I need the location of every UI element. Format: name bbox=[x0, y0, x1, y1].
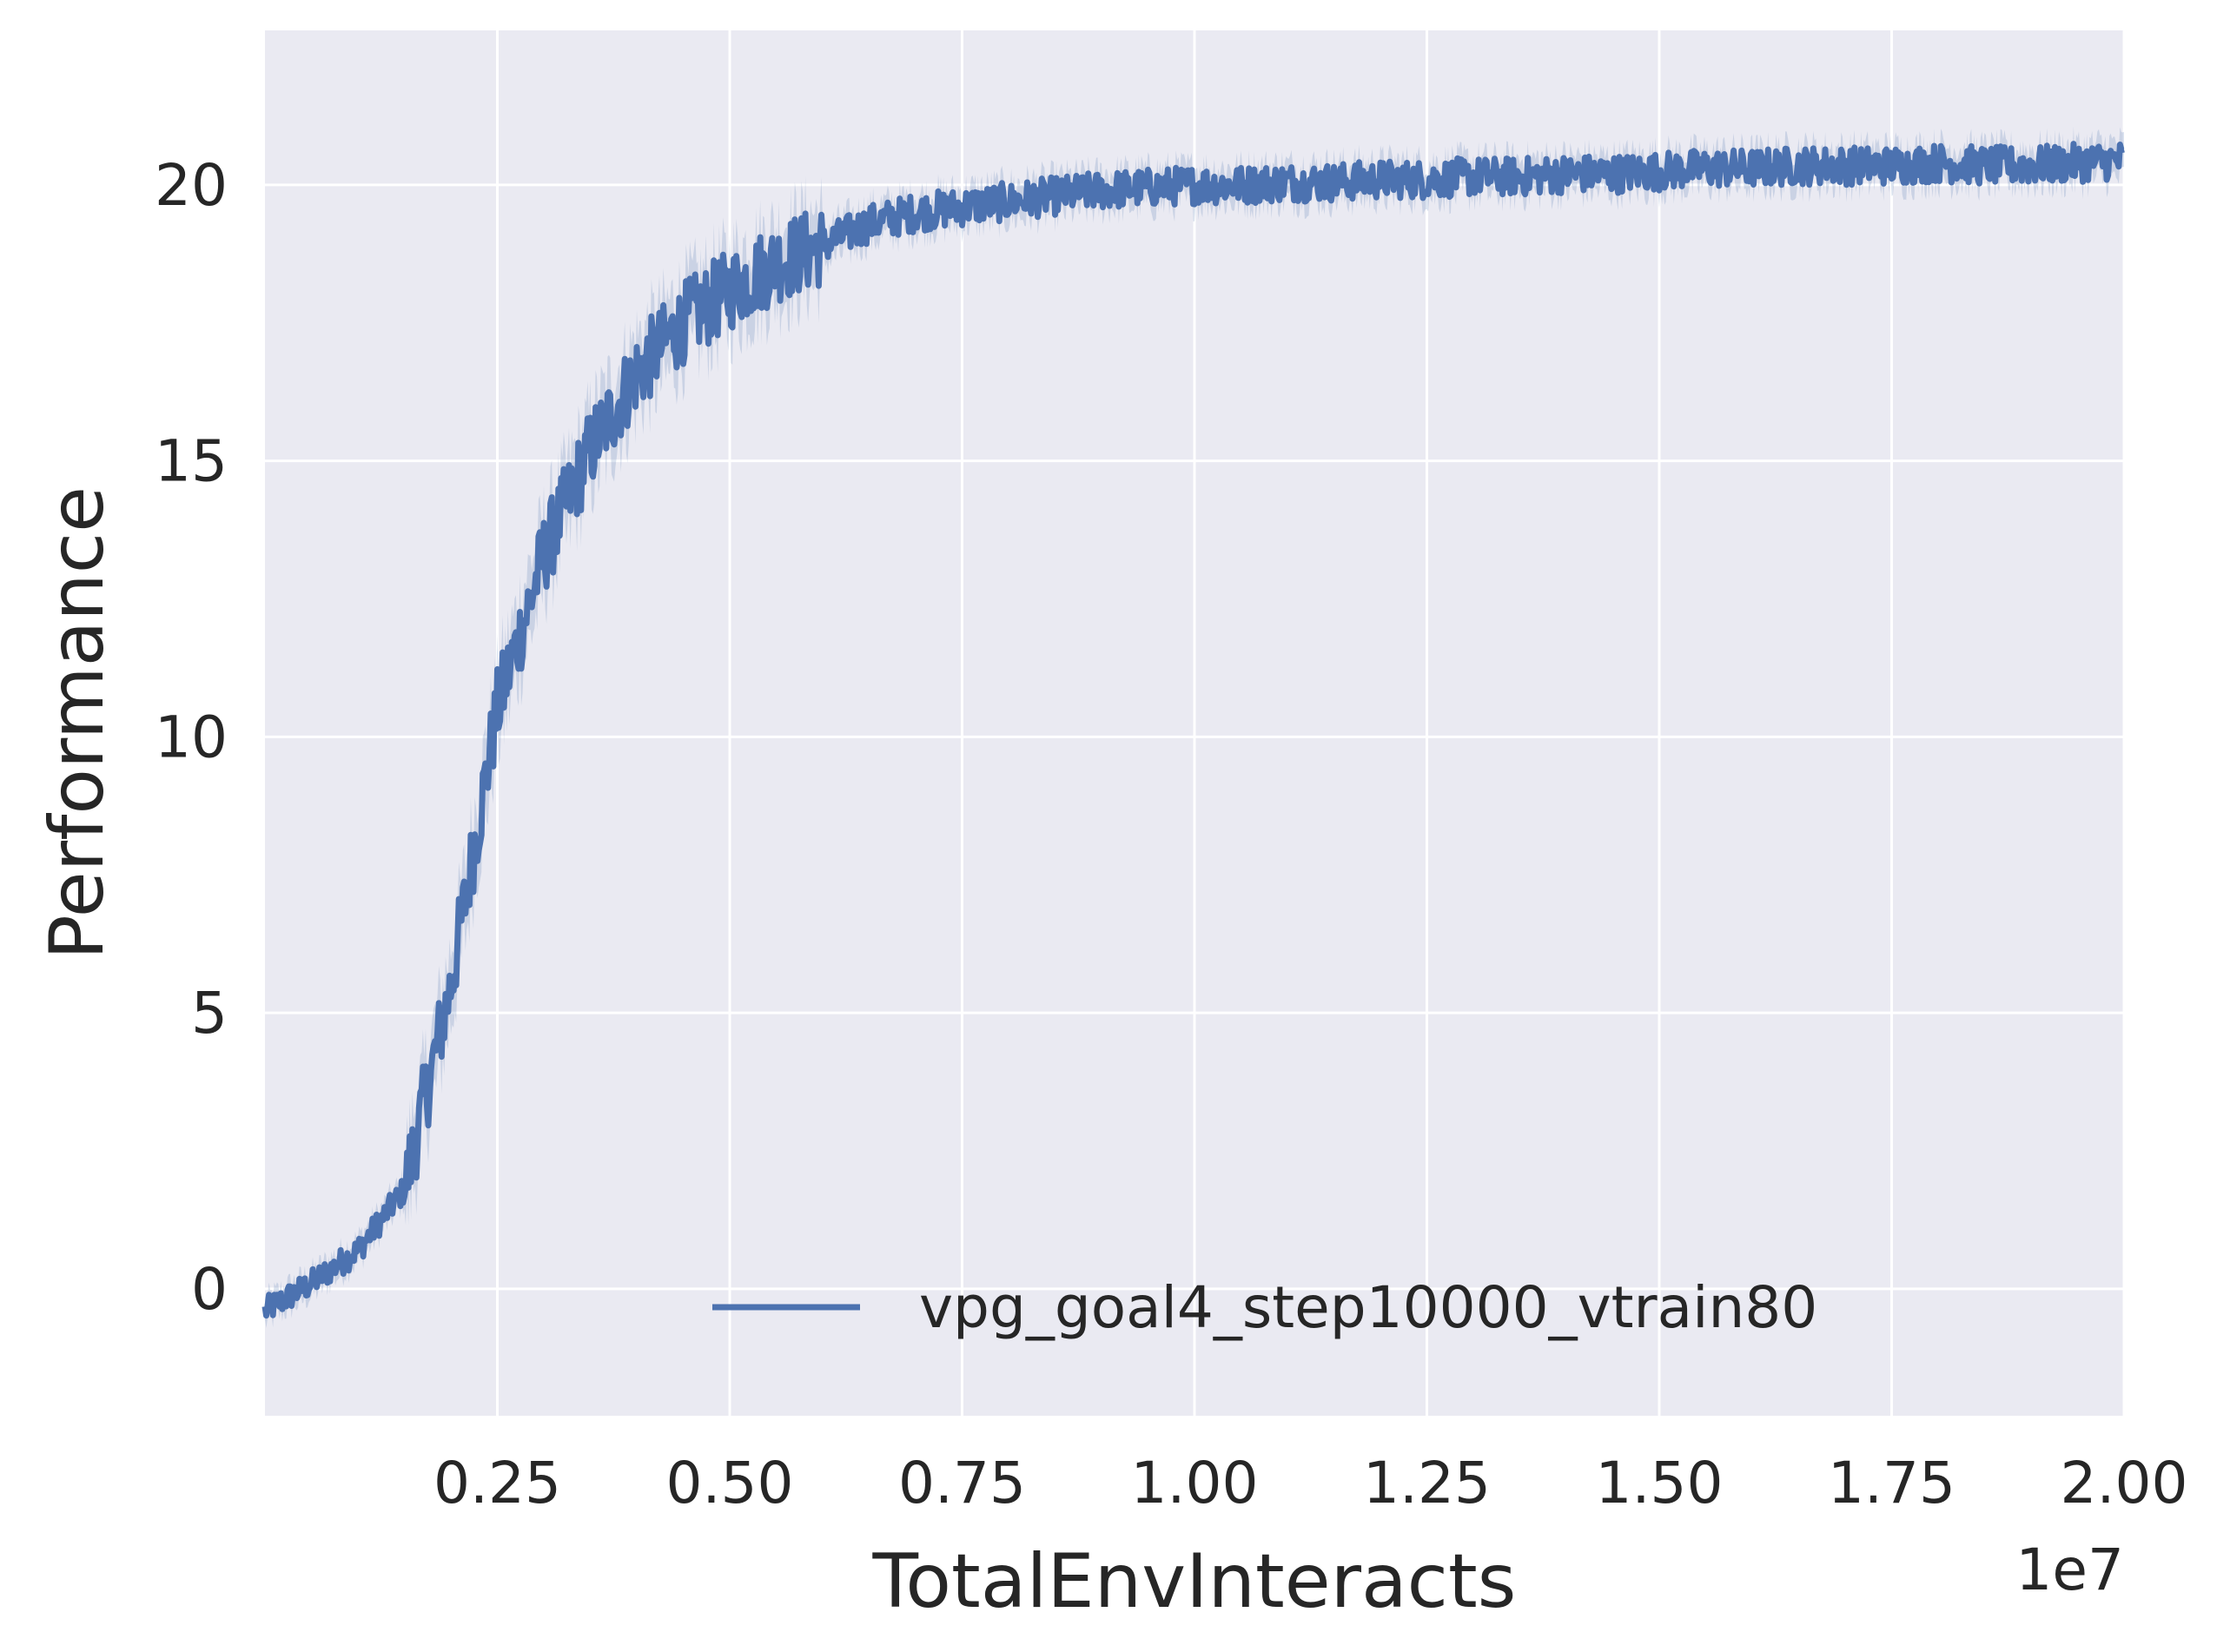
legend: vpg_goal4_step10000_vtrain80 bbox=[712, 1274, 1817, 1341]
x-axis-offset-label: 1e7 bbox=[2015, 1536, 2124, 1603]
y-tick-label: 20 bbox=[155, 152, 228, 219]
series-line-vpg_goal4_step10000_vtrain80 bbox=[261, 141, 2126, 1319]
series-layer bbox=[261, 126, 2126, 1328]
y-tick-label: 0 bbox=[191, 1256, 228, 1323]
y-tick-label: 15 bbox=[155, 428, 228, 495]
x-tick-label: 1.25 bbox=[1363, 1450, 1491, 1517]
x-tick-label: 0.50 bbox=[666, 1450, 794, 1517]
x-axis-ticks: 0.25 0.50 0.75 1.00 1.25 1.50 1.75 2.00 bbox=[433, 1450, 2187, 1517]
y-axis-label: Performance bbox=[34, 486, 121, 960]
y-tick-label: 10 bbox=[155, 704, 228, 770]
x-tick-label: 0.25 bbox=[433, 1450, 561, 1517]
x-tick-label: 0.75 bbox=[898, 1450, 1026, 1517]
y-tick-label: 5 bbox=[191, 980, 228, 1047]
x-tick-label: 1.75 bbox=[1828, 1450, 1955, 1517]
y-axis-ticks: 0 5 10 15 20 bbox=[155, 152, 228, 1323]
grid-lines bbox=[265, 30, 2126, 1416]
legend-entry-label: vpg_goal4_step10000_vtrain80 bbox=[919, 1274, 1817, 1341]
x-tick-label: 1.00 bbox=[1131, 1450, 1259, 1517]
x-tick-label: 2.00 bbox=[2061, 1450, 2188, 1517]
x-axis-label: TotalEnvInteracts bbox=[872, 1538, 1517, 1625]
x-tick-label: 1.50 bbox=[1596, 1450, 1724, 1517]
